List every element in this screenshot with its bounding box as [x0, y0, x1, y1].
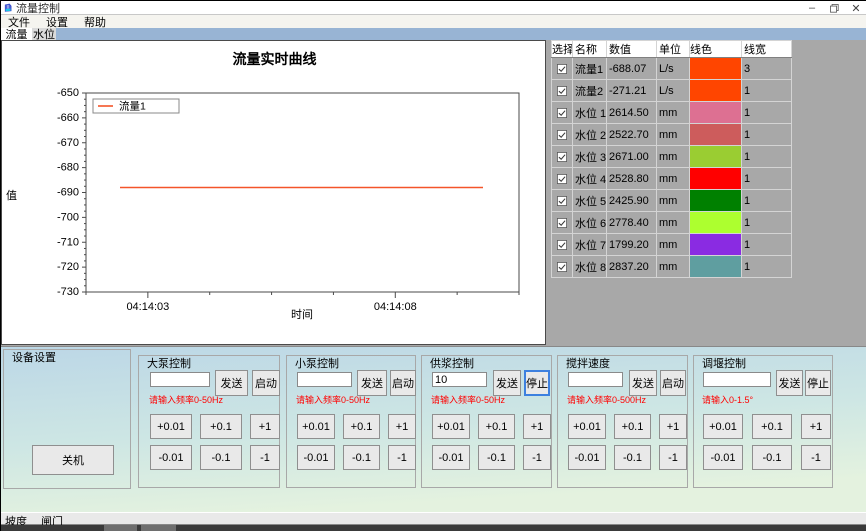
svg-text:-690: -690: [57, 187, 79, 199]
svg-text:-680: -680: [57, 162, 79, 174]
svg-text:-720: -720: [57, 261, 79, 273]
svg-text:-670: -670: [57, 137, 79, 149]
svg-text:-730: -730: [57, 286, 79, 298]
svg-text:-700: -700: [57, 211, 79, 223]
svg-text:-650: -650: [57, 87, 79, 99]
svg-text:04:14:08: 04:14:08: [374, 301, 417, 313]
svg-text:04:14:03: 04:14:03: [126, 301, 169, 313]
svg-text:时间: 时间: [291, 308, 313, 321]
svg-text:-660: -660: [57, 112, 79, 124]
svg-text:-710: -710: [57, 236, 79, 248]
svg-text:流量1: 流量1: [119, 100, 146, 113]
